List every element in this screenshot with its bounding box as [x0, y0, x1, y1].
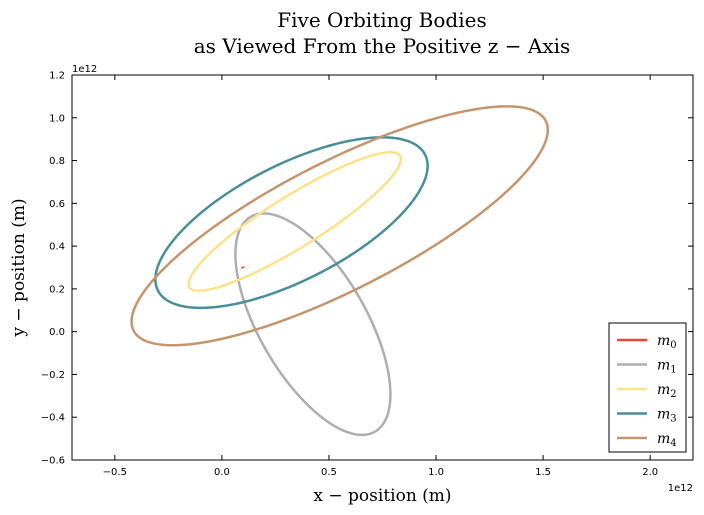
- y-tick-label: −0.4: [41, 413, 65, 424]
- x-tick-label: 2.0: [642, 467, 658, 478]
- series-m2-curve: [187, 151, 403, 293]
- x-offset-label: 1e12: [668, 483, 693, 494]
- y-tick-label: 0.8: [49, 156, 65, 167]
- y-tick-label: 1.2: [49, 71, 65, 82]
- y-offset-label: 1e12: [72, 64, 97, 75]
- series-m0-curve: [240, 266, 245, 269]
- y-tick-label: −0.2: [41, 370, 65, 381]
- y-tick-label: 1.0: [49, 113, 65, 124]
- legend-label-m0: m0: [657, 333, 677, 351]
- y-tick-label: 0.0: [49, 327, 65, 338]
- y-tick-label: 0.2: [49, 284, 65, 295]
- y-tick-label: 0.6: [49, 199, 65, 210]
- legend-label-m2: m2: [657, 382, 677, 400]
- x-tick-label: 1.0: [428, 467, 444, 478]
- legend-label-m3: m3: [657, 407, 677, 425]
- legend: m0 m1 m2 m3 m4: [608, 322, 687, 453]
- x-tick-label: 0.5: [321, 467, 337, 478]
- chart-title-line-1: Five Orbiting Bodies: [277, 8, 486, 32]
- series-m1-curve: [234, 212, 392, 437]
- data-curves: [130, 105, 550, 437]
- legend-label-m4: m4: [657, 431, 677, 449]
- axis-ticks: −0.5 0.0 0.5 1.0 1.5 2.0 −0.6 −0.4 −0.2 0.0 0.2 0.4…: [41, 71, 693, 478]
- x-tick-label: −0.5: [103, 467, 127, 478]
- y-tick-label: −0.6: [41, 456, 65, 467]
- x-tick-label: 1.5: [535, 467, 551, 478]
- y-axis-label: y − position (m): [9, 198, 29, 337]
- series-m4-curve: [130, 105, 550, 347]
- plot-frame: [71, 74, 694, 461]
- chart-title: Five Orbiting Bodies as Viewed From the …: [194, 8, 571, 58]
- x-axis-label: x − position (m): [313, 486, 451, 506]
- legend-box: [608, 322, 687, 453]
- chart-title-line-2: as Viewed From the Positive z − Axis: [194, 34, 571, 58]
- y-tick-label: 0.4: [49, 242, 65, 253]
- series-m3-curve: [154, 136, 429, 310]
- legend-label-m1: m1: [657, 358, 677, 376]
- x-tick-label: 0.0: [214, 467, 230, 478]
